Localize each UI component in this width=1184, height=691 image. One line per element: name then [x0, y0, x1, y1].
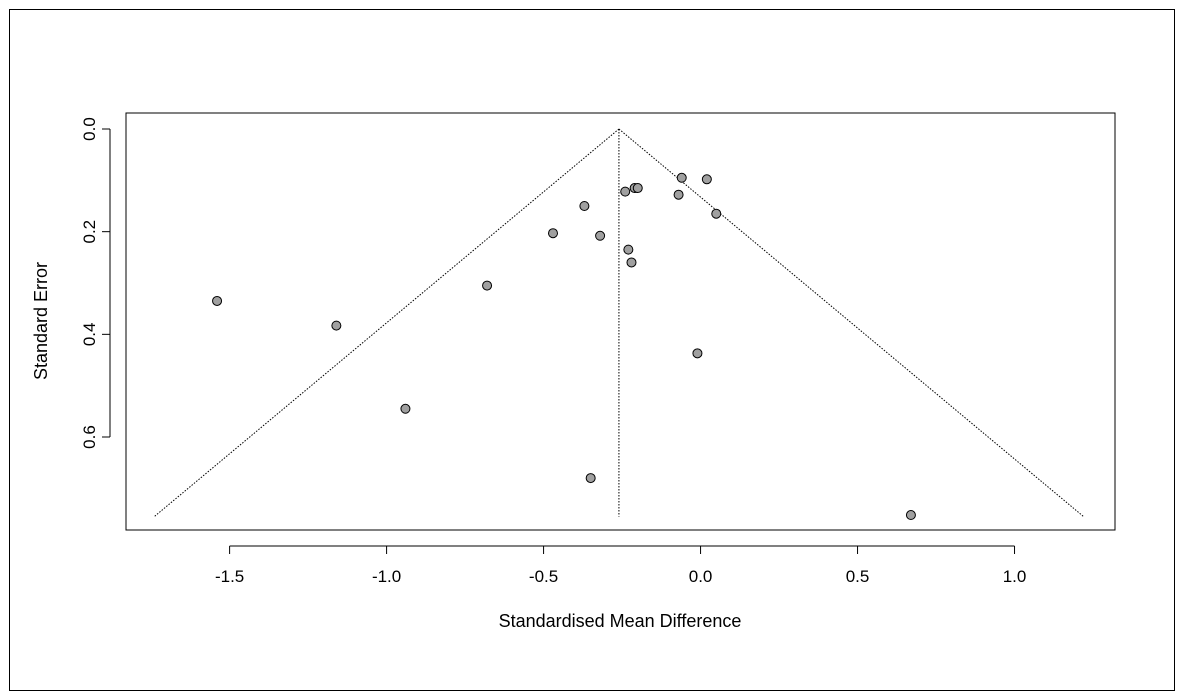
data-point [585, 473, 596, 484]
y-tick-label: 0.0 [80, 117, 99, 141]
funnel-lines [153, 128, 1084, 517]
funnel-right-limit [618, 128, 1084, 517]
data-point [626, 257, 637, 268]
data-point [400, 403, 411, 414]
x-tick-label: 0.0 [689, 567, 713, 586]
plot-frame [9, 9, 1175, 691]
data-point [212, 295, 223, 306]
data-point [905, 510, 916, 521]
funnel-left-limit [153, 128, 620, 517]
x-tick-label: -1.0 [372, 567, 401, 586]
data-point [595, 230, 606, 241]
data-point [692, 348, 703, 359]
data-point [547, 228, 558, 239]
x-tick-label: -1.5 [215, 567, 244, 586]
data-point [331, 320, 342, 331]
data-point [632, 183, 643, 194]
x-axis-title: Standardised Mean Difference [499, 611, 742, 631]
data-point [620, 186, 631, 197]
data-point [701, 174, 712, 185]
x-tick-label: -0.5 [529, 567, 558, 586]
data-point [676, 172, 687, 183]
data-point [673, 189, 684, 200]
y-tick-label: 0.6 [80, 425, 99, 449]
x-axis: -1.5 -1.0 -0.5 0.0 0.5 1.0 [215, 545, 1027, 586]
plot-box [125, 112, 1116, 531]
data-point [579, 201, 590, 211]
y-tick-label: 0.2 [80, 220, 99, 244]
x-tick-label: 1.0 [1003, 567, 1027, 586]
y-tick-label: 0.4 [80, 323, 99, 347]
y-axis: 0.0 0.2 0.4 0.6 [80, 117, 111, 449]
x-tick-label: 0.5 [846, 567, 870, 586]
data-point [623, 244, 634, 255]
data-points [212, 172, 916, 521]
y-axis-title: Standard Error [31, 262, 51, 380]
data-point [711, 208, 722, 219]
data-point [482, 280, 493, 291]
